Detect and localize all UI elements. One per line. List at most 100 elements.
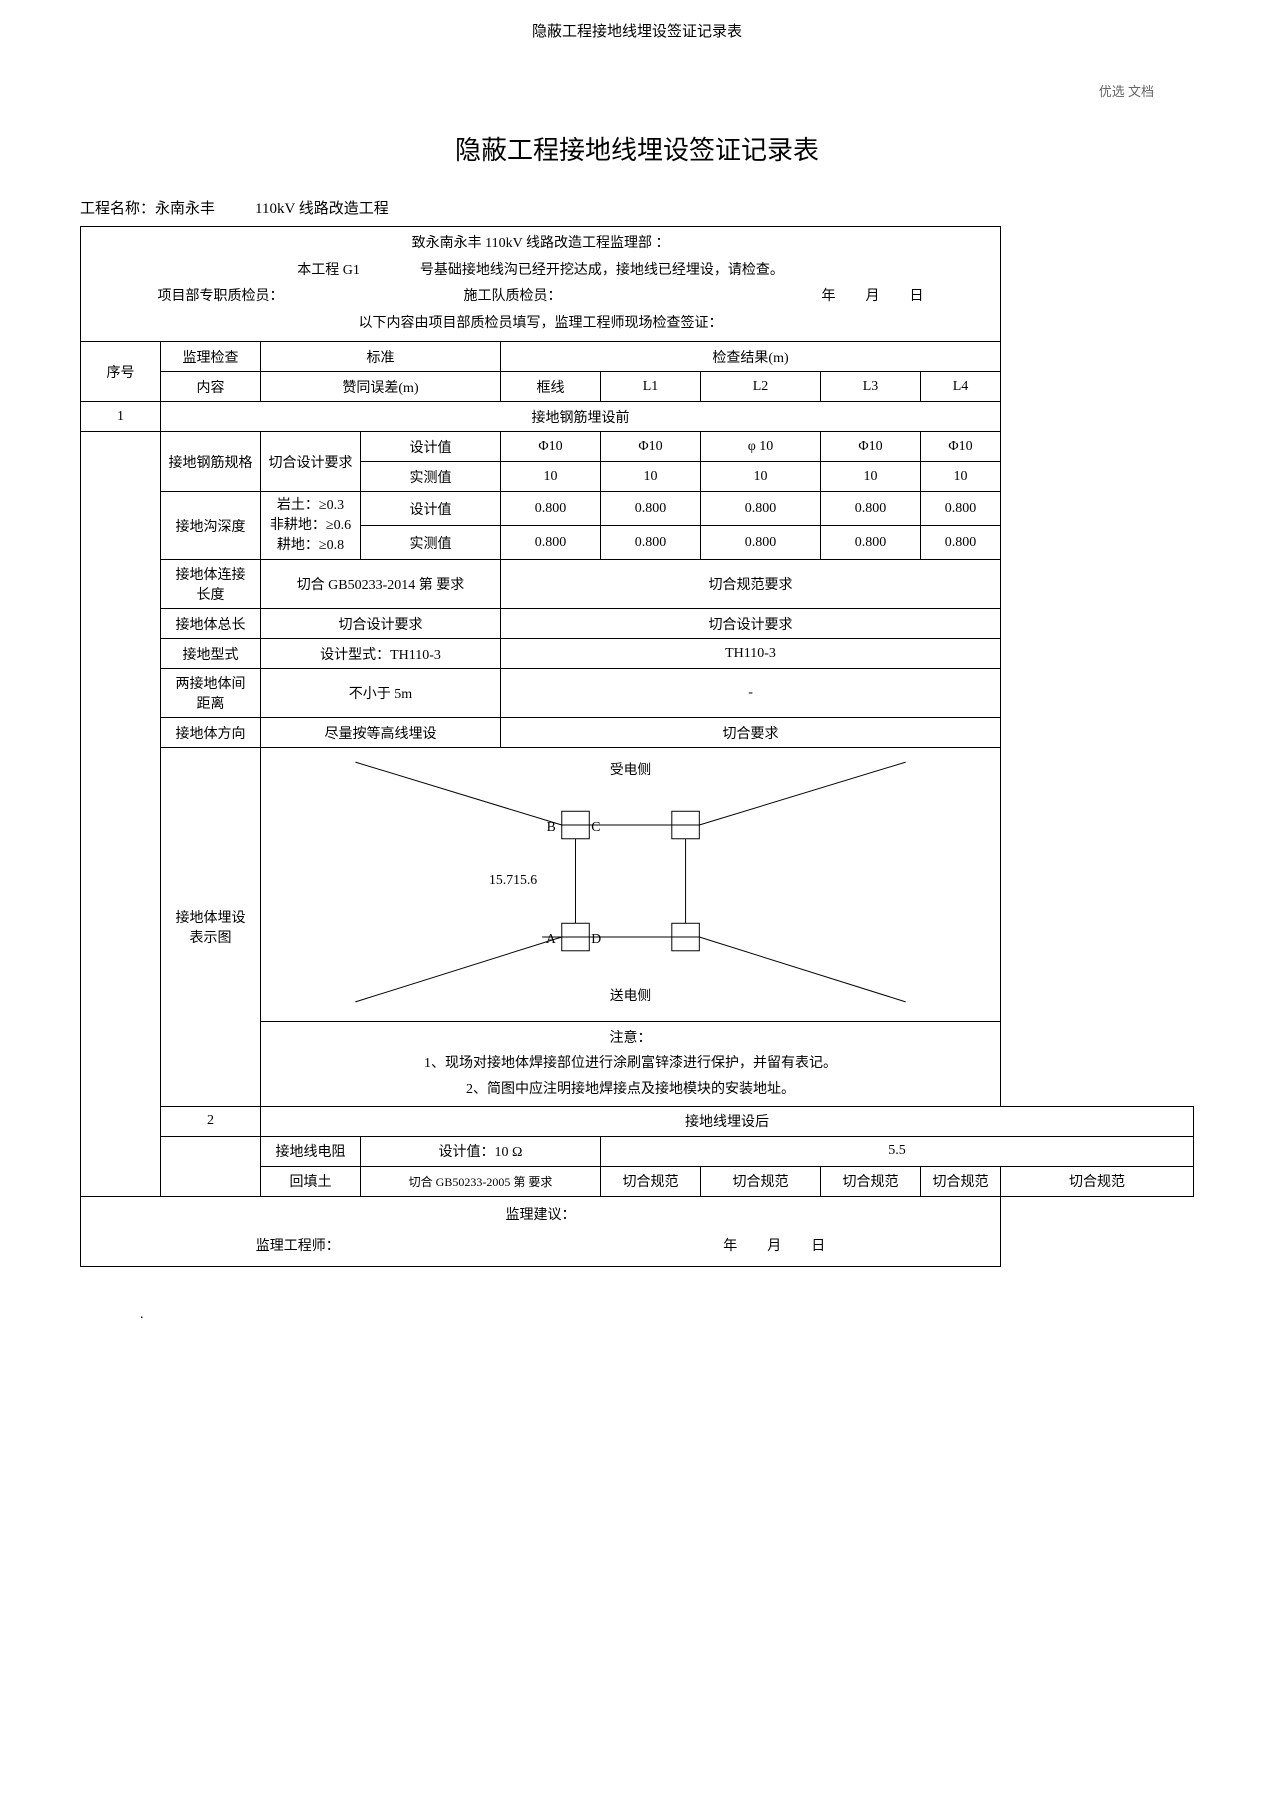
project-name-label: 工程名称： <box>80 201 155 217</box>
spacing-val: - <box>501 669 1001 718</box>
trench-std-l3: 耕地：≥0.8 <box>267 536 354 556</box>
total-len-label: 接地体总长 <box>161 609 261 639</box>
hdr-tolerance: 赞同误差(m) <box>261 372 501 402</box>
backfill-v2: 切合规范 <box>821 1166 921 1196</box>
rebar-design-label: 设计值 <box>361 432 501 462</box>
team-inspector-label: 施工队质检员： <box>464 289 562 304</box>
trench-d1: 0.800 <box>601 492 701 526</box>
section2-num: 2 <box>161 1106 261 1136</box>
diagram-cell: 受电侧 B C 15.715.6 A D 送电侧 <box>261 748 1001 1022</box>
rebar-m0: 10 <box>501 462 601 492</box>
total-len-std: 切合设计要求 <box>261 609 501 639</box>
conn-len-label-bot: 长度 <box>167 584 254 604</box>
diagram-label: 接地体埋设 表示图 <box>161 748 261 1107</box>
trench-std-l2: 非耕地：≥0.6 <box>267 516 354 536</box>
diagram-label-bot: 表示图 <box>167 927 254 947</box>
footer-d: 日 <box>811 1239 825 1254</box>
trench-label: 接地沟深度 <box>161 492 261 560</box>
hdr-check-bot: 内容 <box>161 372 261 402</box>
trench-std: 岩土：≥0.3 非耕地：≥0.6 耕地：≥0.8 <box>261 492 361 560</box>
direction-val: 切合要求 <box>501 718 1001 748</box>
conn-len-label-top: 接地体连接 <box>167 564 254 584</box>
backfill-v0: 切合规范 <box>601 1166 701 1196</box>
direction-std: 尽量按等高线埋设 <box>261 718 501 748</box>
hdr-result: 检查结果(m) <box>501 342 1001 372</box>
intro-cell: 致永南永丰 110kV 线路改造工程监理部 ： 本工程 G1号基础接地线沟已经开… <box>81 227 1001 342</box>
date-d: 日 <box>910 289 924 304</box>
ground-type-val: TH110-3 <box>501 639 1001 669</box>
trench-m1: 0.800 <box>601 526 701 560</box>
rebar-m4: 10 <box>921 462 1001 492</box>
notes-title: 注意： <box>267 1026 994 1051</box>
trench-std-l1: 岩土：≥0.3 <box>267 496 354 516</box>
note-1: 1、现场对接地体焊接部位进行涂刷富锌漆进行保护，并留有表记。 <box>267 1051 994 1076</box>
ground-type-std: 设计型式：TH110-3 <box>261 639 501 669</box>
date-m: 月 <box>866 289 880 304</box>
hdr-l2: L2 <box>701 372 821 402</box>
hdr-standard: 标准 <box>261 342 501 372</box>
conn-len-std: 切合 GB50233-2014 第 要求 <box>261 560 501 609</box>
ground-type-label: 接地型式 <box>161 639 261 669</box>
label-b: B <box>547 819 556 834</box>
page-dot: . <box>140 1307 1194 1323</box>
intro-to: 致永南永丰 110kV 线路改造工程监理部 ： <box>87 231 994 258</box>
main-title: 隐蔽工程接地线埋设签证记录表 <box>80 130 1194 167</box>
blank-seq2 <box>161 1136 261 1196</box>
project-name-value: 永南永丰 <box>155 201 215 217</box>
backfill-v1: 切合规范 <box>701 1166 821 1196</box>
trench-d0: 0.800 <box>501 492 601 526</box>
section1-num: 1 <box>81 402 161 432</box>
trench-measured-label: 实测值 <box>361 526 501 560</box>
section2-title: 接地线埋设后 <box>261 1106 1194 1136</box>
footer-m: 月 <box>767 1239 781 1254</box>
label-a: A <box>546 931 556 946</box>
diagram-notes: 注意： 1、现场对接地体焊接部位进行涂刷富锌漆进行保护，并留有表记。 2、简图中… <box>261 1022 1001 1107</box>
label-c: C <box>591 819 600 834</box>
project-name-line: 工程名称：永南永丰 110kV 线路改造工程 <box>80 197 1194 218</box>
label-d: D <box>591 931 601 946</box>
blank-seq <box>81 432 161 1196</box>
recv-side-label: 受电侧 <box>610 762 651 777</box>
rebar-m3: 10 <box>821 462 921 492</box>
footer-advice: 监理建议： <box>87 1201 994 1232</box>
hdr-seq: 序号 <box>81 342 161 402</box>
footer-block: 监理建议： 监理工程师： 年月日 <box>81 1196 1001 1267</box>
rebar-d2: φ 10 <box>701 432 821 462</box>
hdr-l4: L4 <box>921 372 1001 402</box>
trench-m3: 0.800 <box>821 526 921 560</box>
resistance-label: 接地线电阻 <box>261 1136 361 1166</box>
hdr-frame: 框线 <box>501 372 601 402</box>
conn-len-val: 切合规范要求 <box>501 560 1001 609</box>
hdr-l3: L3 <box>821 372 921 402</box>
trench-d3: 0.800 <box>821 492 921 526</box>
project-suffix: 110kV 线路改造工程 <box>255 201 389 217</box>
trench-d4: 0.800 <box>921 492 1001 526</box>
section1-title: 接地钢筋埋设前 <box>161 402 1001 432</box>
hdr-l1: L1 <box>601 372 701 402</box>
dim-label: 15.715.6 <box>489 872 537 887</box>
intro-this-project-tail: 号基础接地线沟已经开挖达成，接地线已经埋设，请检查。 <box>420 263 784 278</box>
backfill-v4: 切合规范 <box>1001 1166 1194 1196</box>
diagram-label-top: 接地体埋设 <box>167 907 254 927</box>
spacing-label: 两接地体间 距离 <box>161 669 261 718</box>
grounding-diagram: 受电侧 B C 15.715.6 A D 送电侧 <box>267 752 994 1012</box>
backfill-v3: 切合规范 <box>921 1166 1001 1196</box>
rebar-std: 切合设计要求 <box>261 432 361 492</box>
date-y: 年 <box>822 289 836 304</box>
doc-header: 隐蔽工程接地线埋设签证记录表 <box>80 20 1194 41</box>
trench-design-label: 设计值 <box>361 492 501 526</box>
backfill-std: 切合 GB50233-2005 第 要求 <box>361 1166 601 1196</box>
dept-inspector-label: 项目部专职质检员： <box>158 289 284 304</box>
rebar-d3: Φ10 <box>821 432 921 462</box>
trench-m2: 0.800 <box>701 526 821 560</box>
rebar-label: 接地钢筋规格 <box>161 432 261 492</box>
trench-m0: 0.800 <box>501 526 601 560</box>
rebar-d0: Φ10 <box>501 432 601 462</box>
main-table: 致永南永丰 110kV 线路改造工程监理部 ： 本工程 G1号基础接地线沟已经开… <box>80 226 1194 1267</box>
resistance-std: 设计值：10 Ω <box>361 1136 601 1166</box>
total-len-val: 切合设计要求 <box>501 609 1001 639</box>
filled-by: 以下内容由项目部质检员填写，监理工程师现场检查签证： <box>87 311 994 338</box>
send-side-label: 送电侧 <box>610 988 651 1003</box>
rebar-measured-label: 实测值 <box>361 462 501 492</box>
top-right-label: 优选 文档 <box>80 81 1194 100</box>
